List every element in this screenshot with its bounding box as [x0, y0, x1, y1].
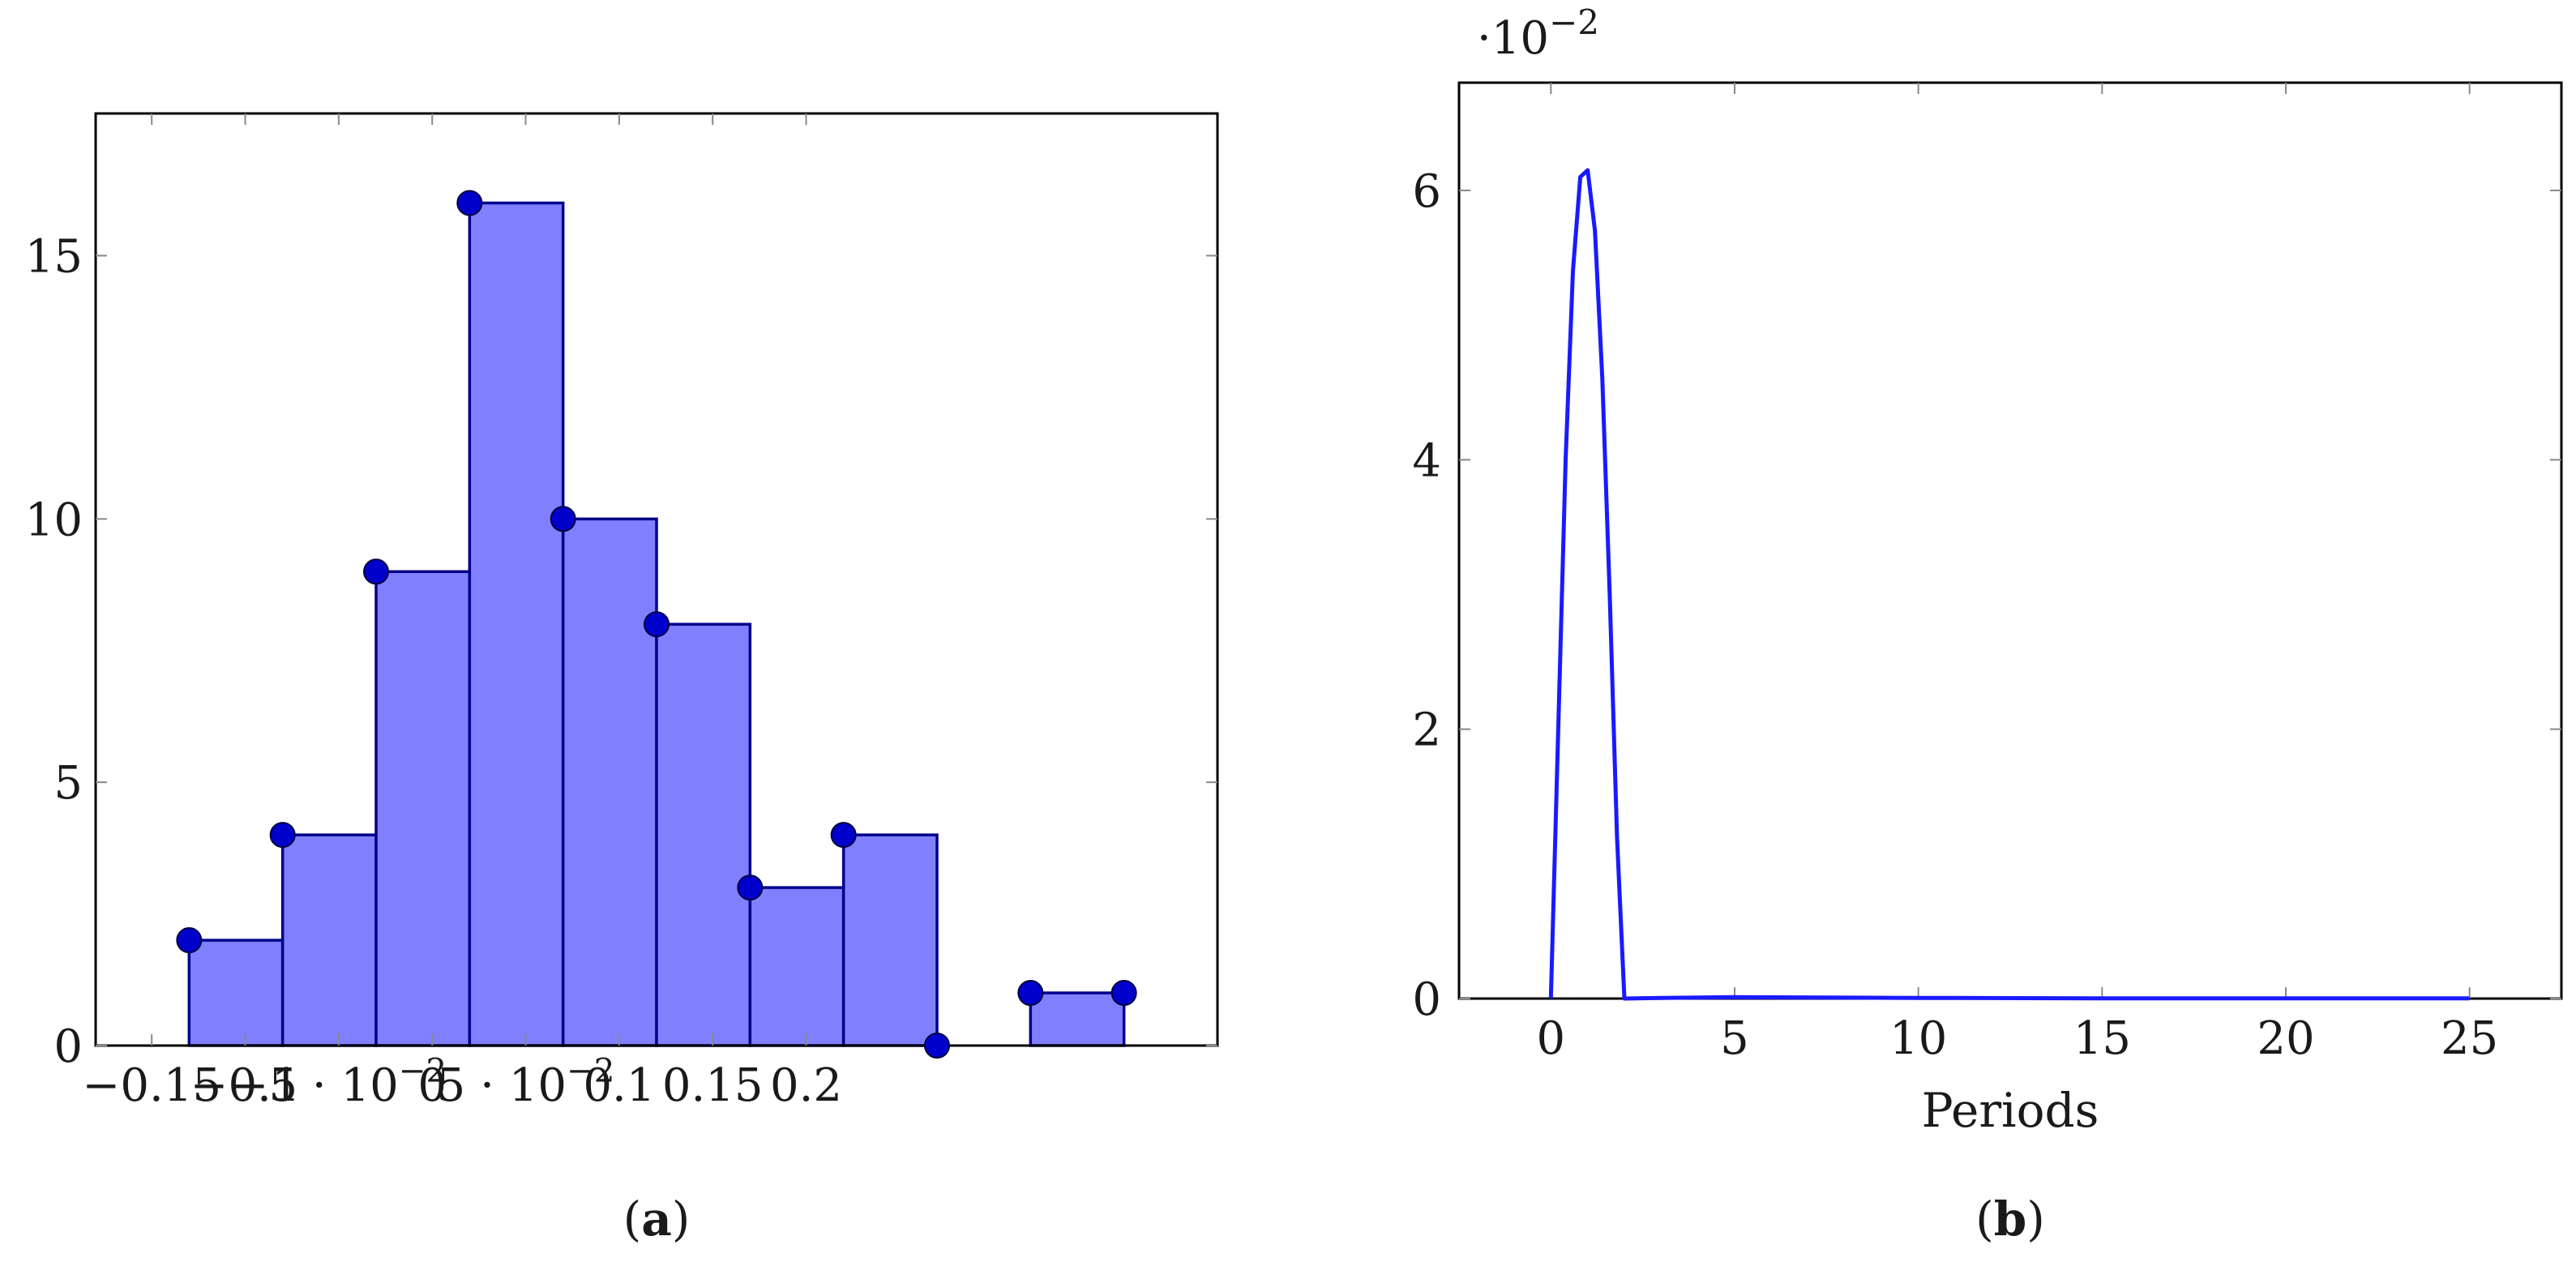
- histogram-ticks: [96, 113, 1217, 1046]
- data-point: [456, 190, 483, 216]
- histogram-bar: [1029, 991, 1126, 1047]
- y-tick-label: 4: [1412, 434, 1441, 487]
- histogram-bar: [468, 201, 565, 1047]
- line-chart-plot-frame: [1457, 81, 2563, 1000]
- histogram-x-tick-labels: −0.15−0.1−5 · 10−205 · 10−20.1 0.15 0.2: [82, 1051, 842, 1112]
- data-point: [737, 875, 764, 901]
- data-point: [176, 927, 203, 954]
- y-tick-label: 10: [25, 494, 83, 546]
- x-tick-label: 20: [2257, 1012, 2314, 1065]
- histogram-markers: [176, 190, 1137, 1059]
- x-tick-label: 0.15: [662, 1059, 764, 1112]
- panel-label-a: (a): [623, 1191, 691, 1247]
- x-tick-label: 0.2: [770, 1059, 842, 1112]
- histogram-bar: [561, 517, 658, 1047]
- data-point: [644, 611, 670, 638]
- data-point: [363, 558, 389, 585]
- line-chart-panel: 0 5 10 15 20 25 0 2 4 6 ·10−2 Periods (b): [1412, 2, 2563, 1247]
- histogram-bar: [374, 570, 472, 1047]
- histogram-bar: [748, 886, 845, 1047]
- panel-label-b: (b): [1975, 1191, 2045, 1247]
- x-tick-label: −5 · 10−2: [231, 1051, 447, 1112]
- histogram-plot-frame: [94, 112, 1219, 1047]
- histogram-bar: [187, 939, 285, 1047]
- histogram-y-tick-labels: 0 5 10 15: [25, 230, 83, 1073]
- histogram-panel: −0.15−0.1−5 · 10−205 · 10−20.1 0.15 0.2 05…: [25, 112, 1219, 1247]
- histogram-bar: [841, 833, 939, 1047]
- histogram-bars: [187, 201, 1126, 1047]
- data-point: [924, 1033, 950, 1059]
- x-tick-label: 5: [1720, 1012, 1749, 1065]
- data-point: [269, 822, 296, 849]
- line-chart-y-tick-labels: 0 2 4 6: [1412, 165, 1441, 1026]
- series-line: [1548, 168, 2470, 1001]
- x-tick-label: 15: [2073, 1012, 2131, 1065]
- data-point: [550, 506, 576, 533]
- y-tick-label: 0: [53, 1020, 83, 1073]
- x-tick-label: 0.1: [583, 1059, 655, 1112]
- line-chart-x-tick-labels: 0 5 10 15 20 25: [1537, 1012, 2499, 1065]
- x-tick-label: −0.15: [82, 1059, 221, 1112]
- x-axis-label: Periods: [1922, 1083, 2099, 1138]
- y-tick-label: 2: [1412, 704, 1441, 757]
- y-axis-scale-factor: ·10−2: [1477, 2, 1599, 65]
- x-tick-label: 5 · 10−2: [437, 1051, 615, 1112]
- x-tick-label: 0: [417, 1059, 447, 1112]
- y-tick-label: 6: [1412, 165, 1441, 218]
- histogram-bar: [655, 622, 752, 1047]
- line-chart-ticks: [1459, 83, 2561, 999]
- x-tick-label: 0: [1537, 1012, 1566, 1065]
- data-point: [1017, 980, 1044, 1007]
- y-tick-label: 15: [25, 230, 83, 283]
- data-point: [830, 822, 857, 849]
- histogram-bar: [280, 833, 378, 1047]
- data-point: [1110, 980, 1137, 1007]
- y-tick-label: 5: [53, 757, 83, 810]
- y-tick-label: 0: [1412, 973, 1441, 1026]
- x-tick-label: −0.1: [190, 1059, 301, 1112]
- x-tick-label: 25: [2441, 1012, 2498, 1065]
- x-tick-label: 10: [1889, 1012, 1947, 1065]
